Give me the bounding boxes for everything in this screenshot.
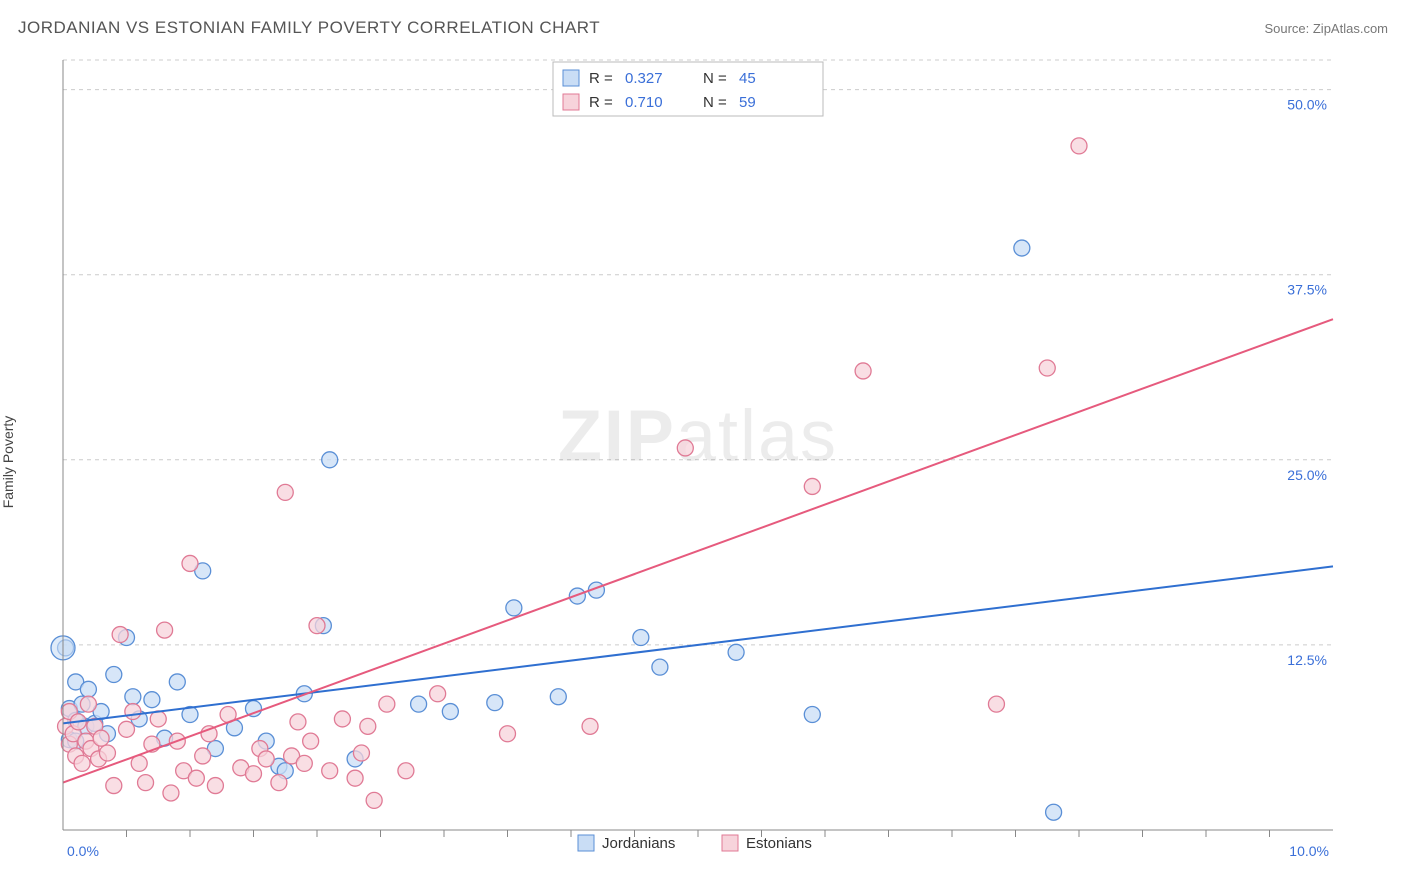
data-point xyxy=(728,644,744,660)
watermark: ZIPatlas xyxy=(558,396,838,476)
data-point xyxy=(119,721,135,737)
data-point xyxy=(188,770,204,786)
data-point xyxy=(1014,240,1030,256)
data-point xyxy=(550,689,566,705)
legend-r-label: R = xyxy=(589,70,613,87)
legend-r-value: 0.327 xyxy=(625,70,663,87)
legend-n-label: N = xyxy=(703,70,727,87)
legend-r-value: 0.710 xyxy=(625,94,663,111)
data-point xyxy=(112,627,128,643)
data-point xyxy=(379,696,395,712)
data-point xyxy=(411,696,427,712)
data-point xyxy=(487,695,503,711)
data-point xyxy=(246,766,262,782)
data-point xyxy=(207,778,223,794)
data-point xyxy=(157,622,173,638)
legend-series-label: Estonians xyxy=(746,835,812,852)
trend-line xyxy=(63,319,1333,782)
data-point xyxy=(1071,138,1087,154)
y-tick-label: 37.5% xyxy=(1287,282,1327,298)
data-point xyxy=(303,733,319,749)
legend-swatch xyxy=(578,835,594,851)
data-point xyxy=(182,555,198,571)
y-axis-label: Family Poverty xyxy=(0,416,16,509)
data-point xyxy=(144,692,160,708)
data-point xyxy=(988,696,1004,712)
y-tick-label: 25.0% xyxy=(1287,467,1327,483)
legend-swatch xyxy=(563,94,579,110)
data-point xyxy=(506,600,522,616)
data-point xyxy=(125,704,141,720)
y-tick-label: 50.0% xyxy=(1287,97,1327,113)
data-point xyxy=(277,484,293,500)
data-point xyxy=(334,711,350,727)
legend-n-value: 45 xyxy=(739,70,756,87)
data-point xyxy=(804,478,820,494)
data-point xyxy=(1046,804,1062,820)
data-point xyxy=(195,748,211,764)
data-point xyxy=(258,751,274,767)
data-point xyxy=(360,718,376,734)
legend-swatch xyxy=(722,835,738,851)
data-point xyxy=(106,778,122,794)
data-point xyxy=(633,630,649,646)
data-point xyxy=(138,775,154,791)
data-point xyxy=(322,452,338,468)
chart-container: Family Poverty 12.5%25.0%37.5%50.0%ZIPat… xyxy=(18,50,1388,874)
chart-title: JORDANIAN VS ESTONIAN FAMILY POVERTY COR… xyxy=(18,18,600,38)
legend-series-label: Jordanians xyxy=(602,835,675,852)
data-point xyxy=(1039,360,1055,376)
chart-source: Source: ZipAtlas.com xyxy=(1264,21,1388,36)
data-point xyxy=(353,745,369,761)
data-point xyxy=(296,755,312,771)
data-point xyxy=(855,363,871,379)
data-point xyxy=(80,681,96,697)
data-point xyxy=(93,730,109,746)
y-tick-label: 12.5% xyxy=(1287,652,1327,668)
data-point xyxy=(430,686,446,702)
data-point xyxy=(169,674,185,690)
legend-r-label: R = xyxy=(589,94,613,111)
data-point xyxy=(271,775,287,791)
data-point xyxy=(582,718,598,734)
data-point xyxy=(150,711,166,727)
trend-line xyxy=(63,566,1333,723)
data-point xyxy=(80,696,96,712)
x-min-label: 0.0% xyxy=(67,843,99,859)
legend-swatch xyxy=(563,70,579,86)
data-point xyxy=(322,763,338,779)
data-point xyxy=(500,726,516,742)
data-point xyxy=(74,755,90,771)
data-point xyxy=(652,659,668,675)
data-point xyxy=(125,689,141,705)
scatter-chart: 12.5% 25.0% 37.5% 50.0% ZIPatlas 0.0% 10.0% R =… xyxy=(18,50,1388,874)
legend-n-value: 59 xyxy=(739,94,756,111)
legend-n-label: N = xyxy=(703,94,727,111)
x-max-label: 10.0% xyxy=(1289,843,1329,859)
data-point xyxy=(677,440,693,456)
data-point xyxy=(442,704,458,720)
data-point xyxy=(366,792,382,808)
data-point xyxy=(804,707,820,723)
data-point xyxy=(290,714,306,730)
data-point xyxy=(347,770,363,786)
data-point xyxy=(163,785,179,801)
data-point xyxy=(99,745,115,761)
data-point xyxy=(309,618,325,634)
data-point xyxy=(398,763,414,779)
chart-header: JORDANIAN VS ESTONIAN FAMILY POVERTY COR… xyxy=(18,18,1388,44)
data-point xyxy=(106,667,122,683)
